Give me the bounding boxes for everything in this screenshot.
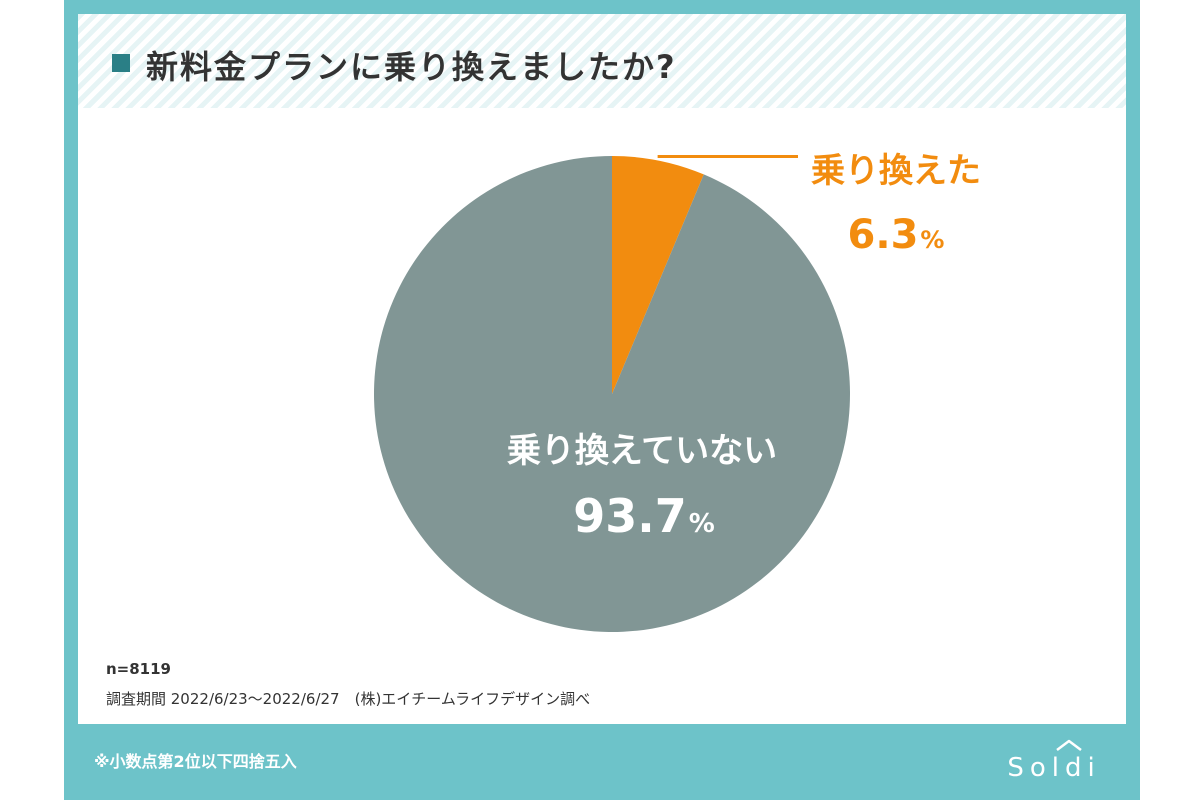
pie-slice-switched bbox=[612, 156, 704, 394]
pie-chart: 乗り換えた 6.3% 乗り換えていない 93.7% bbox=[374, 151, 981, 633]
soldi-logo: Soldi bbox=[1007, 739, 1100, 782]
survey-period: 調査期間 2022/6/23〜2022/6/27 (株)エイチームライフデザイン… bbox=[106, 690, 591, 708]
title-bar: 新料金プランに乗り換えましたか? bbox=[78, 14, 1126, 108]
sample-size: n=8119 bbox=[106, 660, 171, 678]
slice-label-switched: 乗り換えた bbox=[811, 151, 981, 191]
slice-value-not-switched: 93.7% bbox=[573, 489, 715, 543]
chart-panel: 新料金プランに乗り換えましたか? 乗り換えた 6.3% 乗り換えていない 93.… bbox=[78, 14, 1126, 724]
label-not-switched: 乗り換えていない 93.7% bbox=[507, 431, 777, 543]
rounding-note: ※小数点第2位以下四捨五入 bbox=[94, 752, 297, 771]
frame: 新料金プランに乗り換えましたか? 乗り換えた 6.3% 乗り換えていない 93.… bbox=[64, 0, 1140, 800]
title-square-icon bbox=[112, 54, 130, 72]
svg-text:Soldi: Soldi bbox=[1007, 753, 1100, 782]
pie-slice-not-switched bbox=[374, 156, 850, 633]
pie-slices bbox=[374, 156, 850, 633]
slice-value-switched: 6.3% bbox=[848, 212, 945, 258]
slice-label-not-switched: 乗り換えていない bbox=[507, 431, 777, 471]
chart-title: 新料金プランに乗り換えましたか? bbox=[146, 48, 677, 86]
label-switched: 乗り換えた 6.3% bbox=[811, 151, 981, 258]
